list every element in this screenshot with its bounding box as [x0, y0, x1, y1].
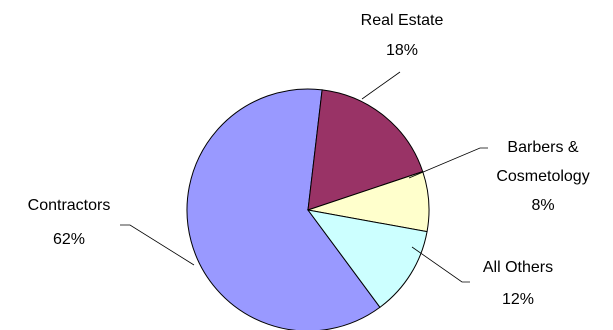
slice-label-real-estate: Real Estate 18% — [361, 12, 444, 59]
slice-label-real-estate-name: Real Estate — [361, 12, 444, 29]
slice-label-contractors-name: Contractors — [28, 197, 111, 214]
slice-label-barbers-line2: Cosmetology — [496, 168, 589, 185]
leader-line-barbers-cosmetology — [408, 147, 488, 179]
slice-label-contractors: Contractors 62% — [28, 197, 111, 248]
slice-label-all-others: All Others 12% — [483, 259, 553, 308]
slice-label-all-others-percent: 12% — [502, 291, 534, 308]
pie-slices — [186, 88, 430, 330]
slice-label-barbers-line1: Barbers & — [507, 139, 578, 156]
pie-slice-all-others — [306, 209, 428, 308]
slice-label-barbers-percent: 8% — [531, 197, 554, 214]
leader-line-contractors — [120, 224, 195, 266]
pie-slice-real-estate — [307, 89, 424, 211]
leader-line-all-others — [411, 246, 470, 283]
slice-label-real-estate-percent: 18% — [386, 42, 418, 59]
leader-lines — [120, 71, 488, 283]
slice-label-barbers-cosmetology: Barbers & Cosmetology 8% — [496, 139, 589, 214]
leader-line-real-estate — [361, 71, 401, 100]
pie-slice-contractors — [186, 88, 381, 330]
slice-label-all-others-name: All Others — [483, 259, 553, 276]
slice-label-contractors-percent: 62% — [53, 231, 85, 248]
